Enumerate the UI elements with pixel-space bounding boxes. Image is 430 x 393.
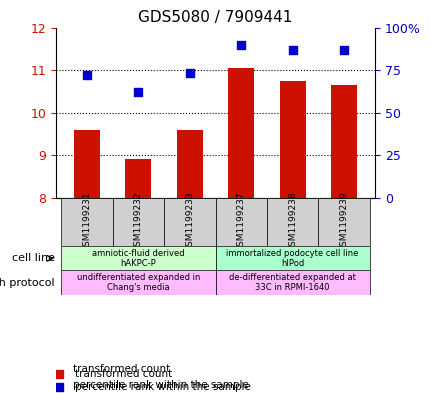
- Text: cell line: cell line: [12, 253, 55, 263]
- Point: [237, 41, 244, 48]
- Bar: [176, 130, 202, 198]
- Text: undifferentiated expanded in
Chang's media: undifferentiated expanded in Chang's med…: [77, 273, 200, 292]
- Point: [240, 201, 247, 208]
- Bar: [125, 159, 151, 198]
- Text: GSM1199232: GSM1199232: [134, 192, 142, 252]
- Text: de-differentiated expanded at
33C in RPMI-1640: de-differentiated expanded at 33C in RPM…: [229, 273, 355, 292]
- FancyBboxPatch shape: [164, 198, 215, 246]
- Point: [186, 70, 193, 77]
- Text: percentile rank within the sample: percentile rank within the sample: [75, 382, 250, 393]
- FancyBboxPatch shape: [112, 198, 164, 246]
- FancyBboxPatch shape: [215, 246, 369, 270]
- Point: [340, 46, 347, 53]
- Point: [83, 72, 90, 78]
- Bar: [228, 68, 254, 198]
- Text: immortalized podocyte cell line
hIPod: immortalized podocyte cell line hIPod: [226, 249, 358, 268]
- Text: GSM1199233: GSM1199233: [185, 191, 194, 252]
- FancyBboxPatch shape: [215, 270, 369, 295]
- FancyBboxPatch shape: [61, 270, 215, 295]
- Point: [135, 89, 141, 95]
- Title: GDS5080 / 7909441: GDS5080 / 7909441: [138, 10, 292, 25]
- Text: transformed count: transformed count: [75, 369, 172, 379]
- FancyBboxPatch shape: [266, 198, 318, 246]
- Text: GSM1199239: GSM1199239: [339, 191, 348, 252]
- Bar: [331, 85, 356, 198]
- Bar: [74, 130, 99, 198]
- Text: GSM1199231: GSM1199231: [82, 191, 91, 252]
- Text: transformed count: transformed count: [73, 364, 170, 375]
- Text: amniotic-fluid derived
hAKPC-P: amniotic-fluid derived hAKPC-P: [92, 249, 184, 268]
- Point: [240, 326, 247, 332]
- Text: GSM1199238: GSM1199238: [288, 191, 296, 252]
- FancyBboxPatch shape: [61, 246, 215, 270]
- FancyBboxPatch shape: [61, 198, 112, 246]
- Bar: [279, 81, 305, 198]
- FancyBboxPatch shape: [318, 198, 369, 246]
- Text: growth protocol: growth protocol: [0, 277, 55, 288]
- Point: [289, 46, 295, 53]
- Text: percentile rank within the sample: percentile rank within the sample: [73, 380, 249, 390]
- Text: GSM1199237: GSM1199237: [236, 191, 245, 252]
- FancyBboxPatch shape: [215, 198, 266, 246]
